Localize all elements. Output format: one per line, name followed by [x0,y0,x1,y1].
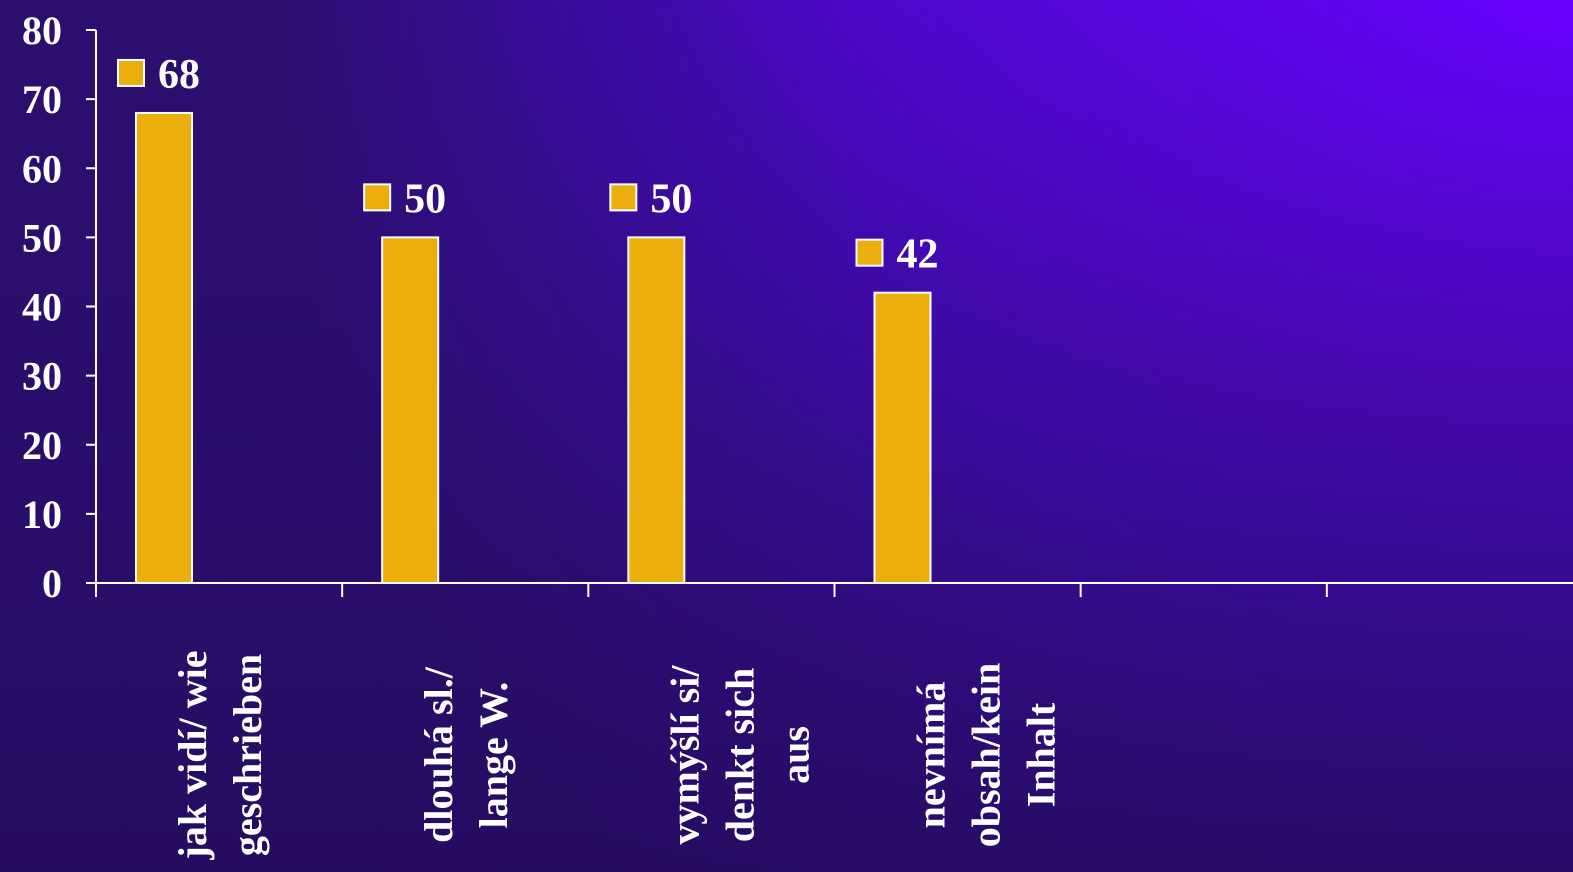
data-label-marker [117,58,145,87]
data-label-marker [363,183,392,212]
bar [381,236,440,584]
bar [873,291,932,584]
y-tick-label: 70 [22,77,62,122]
data-label-marker [609,183,638,212]
y-axis: 0 10 20 30 40 50 60 70 80 [22,8,97,606]
data-label-marker [855,238,884,267]
data-label: 68 [158,52,200,98]
category-label: nevnímá obsah/kein Inhalt [909,663,1064,848]
bar [135,111,193,584]
category-label-line: denkt sich [717,668,762,843]
category-label-line: dlouhá sl./ [416,666,461,843]
category-label: vymýšlí si/denkt sich aus [662,665,817,845]
y-tick-label: 50 [22,215,62,260]
category-label-line: vymýšlí si/ [662,665,707,845]
category-label-line: aus [772,726,817,784]
bars [135,111,932,584]
data-label: 42 [897,232,939,278]
category-label-line: Inhalt [1019,702,1064,807]
y-tick-label: 40 [22,285,62,330]
y-tick-label: 20 [22,423,62,468]
category-label: dlouhá sl./lange W. [416,666,516,843]
category-label-line: lange W. [471,682,516,829]
y-tick-label: 60 [22,146,62,191]
data-labels: 68 50 50 42 [117,52,939,278]
category-labels: jak vidí/ wie geschrieben dlouhá sl./lange… [170,651,1064,861]
y-tick-label: 30 [22,354,62,399]
y-tick-label: 0 [42,561,62,606]
y-tick-label: 10 [22,492,62,537]
category-label-line: geschrieben [225,654,270,856]
category-label-line: jak vidí/ wie [170,651,215,861]
category-label-line: obsah/kein [964,663,1009,848]
category-label-line: nevnímá [909,682,954,829]
data-label: 50 [404,176,446,222]
y-tick-label: 80 [22,8,62,53]
data-label: 50 [650,176,692,222]
category-label: jak vidí/ wie geschrieben [170,651,270,861]
x-axis [95,582,1573,597]
bar [627,236,686,584]
